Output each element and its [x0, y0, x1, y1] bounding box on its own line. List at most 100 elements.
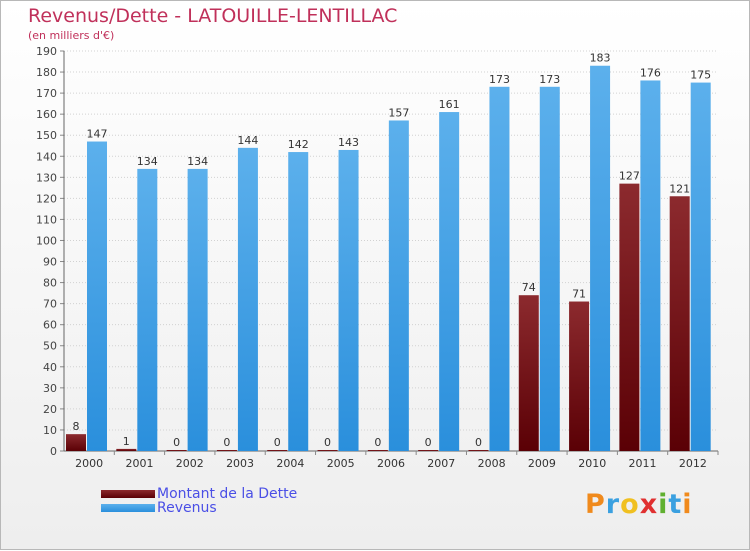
x-tick-label: 2004 — [276, 457, 304, 470]
bar-revenus-2009 — [539, 86, 560, 451]
x-tick-label: 2010 — [578, 457, 606, 470]
bar-dette-2004 — [267, 450, 288, 451]
y-tick-label: 90 — [43, 256, 57, 269]
chart-subtitle: (en milliers d'€) — [28, 29, 115, 42]
data-label-dette-2005: 0 — [324, 436, 331, 449]
data-label-revenus-2000: 147 — [87, 128, 108, 141]
data-label-dette-2008: 0 — [475, 436, 482, 449]
bar-revenus-2007 — [439, 112, 460, 451]
x-tick-label: 2011 — [629, 457, 657, 470]
y-tick-label: 70 — [43, 298, 57, 311]
bar-dette-2009 — [518, 295, 539, 451]
bar-dette-2007 — [418, 450, 439, 451]
legend-swatch-revenus — [101, 504, 155, 512]
legend-swatch-dette — [101, 490, 155, 498]
bar-revenus-2008 — [489, 86, 510, 451]
data-label-revenus-2011: 176 — [640, 66, 661, 79]
bar-dette-2010 — [569, 301, 590, 451]
y-tick-label: 100 — [36, 234, 57, 247]
legend: Montant de la Dette Revenus — [101, 486, 298, 516]
data-labels: 8 147 1 134 0 134 0 144 0 142 0 143 0 157 0 161 0 173 74 17… — [73, 52, 712, 449]
bar-dette-2000 — [66, 434, 86, 451]
bar-dette-2005 — [317, 450, 338, 451]
data-label-revenus-2008: 173 — [489, 73, 510, 86]
y-tick-label: 160 — [36, 108, 57, 121]
bar-revenus-2002 — [187, 168, 208, 452]
data-label-revenus-2002: 134 — [187, 155, 208, 168]
y-tick-label: 0 — [50, 445, 57, 458]
bars — [66, 65, 711, 452]
bar-revenus-2004 — [288, 152, 309, 452]
y-tick-label: 50 — [43, 340, 57, 353]
data-label-revenus-2007: 161 — [439, 98, 460, 111]
axes: 0102030405060708090100110120130140150160… — [36, 45, 719, 470]
x-tick-label: 2003 — [226, 457, 254, 470]
data-label-revenus-2004: 142 — [288, 138, 309, 151]
bar-revenus-2012 — [690, 82, 711, 451]
bar-revenus-2010 — [590, 65, 611, 451]
bar-revenus-2001 — [137, 168, 158, 452]
y-tick-label: 80 — [43, 277, 57, 290]
data-label-revenus-2001: 134 — [137, 155, 158, 168]
legend-item-dette: Montant de la Dette — [101, 486, 298, 502]
y-tick-label: 130 — [36, 171, 57, 184]
bar-revenus-2003 — [237, 147, 258, 451]
x-tick-label: 2005 — [327, 457, 355, 470]
data-label-revenus-2012: 175 — [690, 69, 711, 82]
x-tick-label: 2006 — [377, 457, 405, 470]
data-label-dette-2002: 0 — [173, 436, 180, 449]
y-tick-label: 20 — [43, 403, 57, 416]
bar-dette-2012 — [669, 196, 690, 451]
data-label-dette-2001: 1 — [123, 435, 130, 448]
data-label-revenus-2005: 143 — [338, 136, 359, 149]
bar-revenus-2006 — [388, 120, 409, 451]
x-tick-label: 2000 — [75, 457, 103, 470]
y-tick-label: 120 — [36, 192, 57, 205]
x-tick-label: 2002 — [176, 457, 204, 470]
data-label-revenus-2003: 144 — [237, 134, 258, 147]
y-tick-label: 60 — [43, 319, 57, 332]
y-tick-label: 190 — [36, 45, 57, 58]
bar-revenus-2000 — [87, 141, 107, 452]
bar-dette-2006 — [367, 450, 388, 451]
data-label-dette-2010: 71 — [572, 288, 586, 301]
x-tick-label: 2009 — [528, 457, 556, 470]
data-label-revenus-2010: 183 — [590, 52, 611, 65]
data-label-dette-2000: 8 — [73, 420, 80, 433]
proxiti-logo: Proxiti — [585, 489, 693, 520]
y-tick-label: 180 — [36, 66, 57, 79]
data-label-dette-2011: 127 — [619, 170, 640, 183]
legend-item-revenus: Revenus — [101, 500, 297, 516]
x-tick-label: 2001 — [125, 457, 153, 470]
data-label-dette-2004: 0 — [274, 436, 281, 449]
data-label-revenus-2009: 173 — [539, 73, 560, 86]
x-tick-label: 2007 — [427, 457, 455, 470]
bar-dette-2008 — [468, 450, 489, 451]
legend-label-revenus: Revenus — [157, 500, 217, 516]
bar-revenus-2011 — [640, 80, 661, 451]
legend-label-dette: Montant de la Dette — [157, 486, 298, 502]
bar-dette-2002 — [166, 450, 187, 451]
y-tick-label: 110 — [36, 213, 57, 226]
y-tick-label: 140 — [36, 150, 57, 163]
x-tick-label: 2008 — [478, 457, 506, 470]
data-label-dette-2003: 0 — [223, 436, 230, 449]
y-tick-label: 10 — [43, 424, 57, 437]
y-tick-label: 150 — [36, 129, 57, 142]
data-label-dette-2009: 74 — [522, 281, 536, 294]
y-tick-label: 40 — [43, 361, 57, 374]
bar-dette-2003 — [216, 450, 237, 451]
y-tick-label: 170 — [36, 87, 57, 100]
x-tick-label: 2012 — [679, 457, 707, 470]
bar-dette-2001 — [116, 448, 137, 451]
data-label-dette-2007: 0 — [425, 436, 432, 449]
y-tick-label: 30 — [43, 382, 57, 395]
data-label-dette-2006: 0 — [374, 436, 381, 449]
bar-dette-2011 — [619, 183, 640, 451]
bar-revenus-2005 — [338, 149, 359, 451]
chart-title: Revenus/Dette - LATOUILLE-LENTILLAC — [28, 5, 398, 27]
data-label-revenus-2006: 157 — [388, 106, 409, 119]
data-label-dette-2012: 121 — [669, 182, 690, 195]
